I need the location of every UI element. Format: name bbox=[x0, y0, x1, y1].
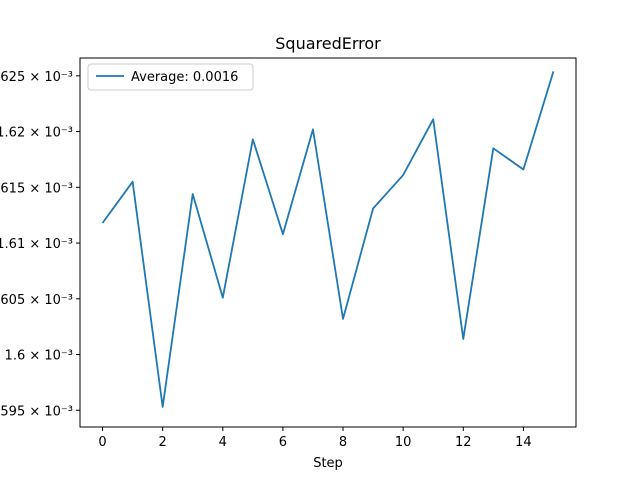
x-tick-label: 8 bbox=[339, 435, 347, 450]
x-tick-label: 12 bbox=[455, 435, 472, 450]
legend: Average: 0.0016 bbox=[87, 63, 254, 91]
x-tick-label: 0 bbox=[98, 435, 106, 450]
y-tick-label: 1.62 × 10⁻³ bbox=[0, 126, 73, 141]
x-tick-label: 10 bbox=[395, 435, 412, 450]
series-layer bbox=[101, 71, 555, 408]
y-tick-label: 1.61 × 10⁻³ bbox=[0, 237, 73, 252]
x-axis-ticks: 0 2 4 6 8 10 12 14 bbox=[98, 427, 532, 450]
x-tick-label: 4 bbox=[219, 435, 227, 450]
legend-label: Average: 0.0016 bbox=[131, 70, 238, 85]
y-tick-label: .615 × 10⁻³ bbox=[0, 181, 73, 196]
legend-box bbox=[87, 63, 254, 91]
chart-title: SquaredError bbox=[275, 34, 381, 53]
y-tick-label: .605 × 10⁻³ bbox=[0, 293, 73, 308]
plot-frame bbox=[79, 57, 577, 428]
x-axis-title: Step bbox=[313, 456, 343, 471]
x-tick-label: 2 bbox=[159, 435, 167, 450]
y-tick-label: .625 × 10⁻³ bbox=[0, 70, 73, 85]
y-tick-label: 1.6 × 10⁻³ bbox=[5, 349, 73, 364]
x-tick-label: 6 bbox=[279, 435, 287, 450]
y-axis-ticks: .595 × 10⁻³ 1.6 × 10⁻³ .605 × 10⁻³ 1.61 × 1… bbox=[0, 70, 80, 419]
x-tick-label: 14 bbox=[515, 435, 532, 450]
y-tick-label: .595 × 10⁻³ bbox=[0, 404, 73, 419]
series-line bbox=[101, 71, 555, 408]
